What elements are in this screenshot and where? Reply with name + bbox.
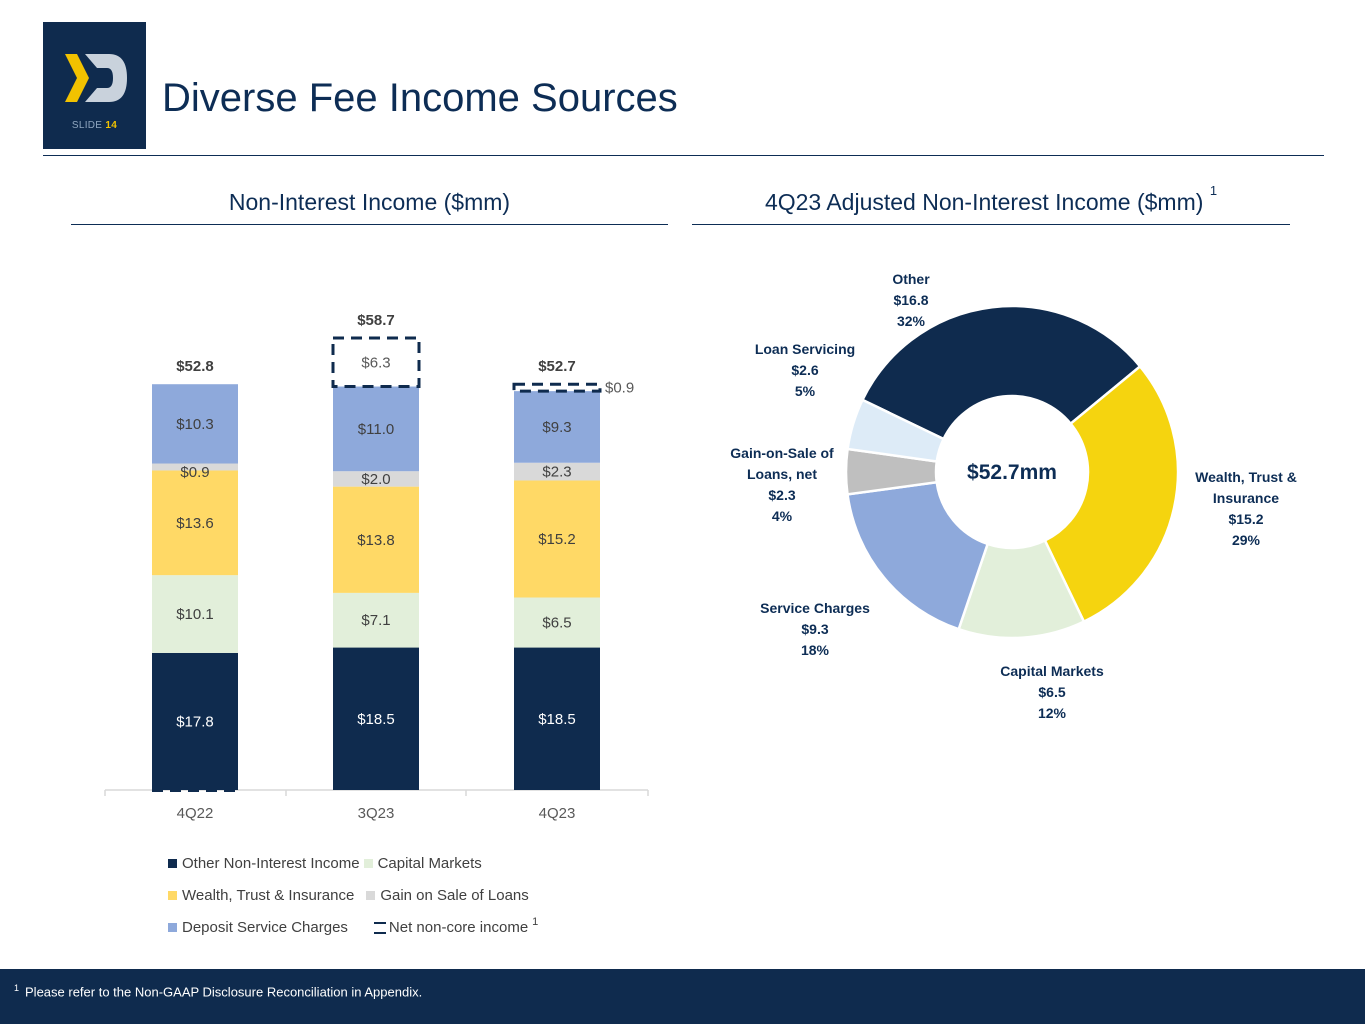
bar-label-wealth-trust-insurance-4q23: $15.2: [538, 531, 576, 548]
bar-segment-wealth-trust-insurance-3q23: [333, 486, 419, 593]
donut-slice-wealth-trust-insurance: [1043, 364, 1180, 624]
legend-row-1: Other Non-Interest Income Capital Market…: [168, 855, 482, 872]
bar-segment-other-non-interest-income-4q22: [152, 652, 238, 790]
legend-swatch-gain-on-sale: [366, 891, 376, 900]
bar-segment-wealth-trust-insurance-4q22: [152, 470, 238, 576]
title-divider: [43, 155, 1324, 156]
bar-segment-net-non-core-income-4q23: [512, 382, 602, 393]
x-tick-label-4q22: 4Q22: [177, 805, 214, 822]
x-tick-label-4q23: 4Q23: [539, 805, 576, 822]
right-section-divider: [692, 224, 1290, 225]
legend-swatch-capital-markets: [363, 859, 373, 868]
donut-label-other: Other $16.8 32%: [892, 271, 930, 329]
bar-label-deposit-service-charges-3q23: $11.0: [358, 421, 394, 438]
donut-slice-service-charges: [846, 480, 990, 631]
legend-label-deposit: Deposit Service Charges: [182, 919, 348, 936]
page-title: Diverse Fee Income Sources: [162, 76, 678, 120]
donut-chart: Other $16.8 32% Wealth, Trust & Insurance $15…: [730, 271, 1297, 721]
stacked-bar-chart: $17.8 $10.1 $13.6 $0.9 $10.3 $52.8 4Q22 $18.5 $7…: [104, 312, 649, 822]
bar-label-deposit-service-charges-4q22: $10.3: [176, 416, 214, 433]
bar-label-other-non-interest-income-3q23: $18.5: [357, 711, 395, 728]
bar-total-3q23: $58.7: [357, 312, 395, 329]
legend-label-net-non-core: Net non-core income: [388, 919, 529, 936]
bar-total-4q22: $52.8: [176, 358, 214, 375]
donut-slice-other: [860, 304, 1142, 441]
legend-swatch-net-non-core: [373, 921, 386, 934]
donut-label-gain-on-sale-of-loans-net: Gain-on-Sale of Loans, net $2.3 4%: [730, 445, 834, 524]
left-section-title: Non-Interest Income ($mm): [228, 189, 511, 215]
legend-swatch-deposit: [168, 923, 177, 932]
bar-label-deposit-service-charges-4q23: $9.3: [542, 419, 571, 436]
logo-chevron-icon: [65, 54, 127, 102]
bar-label-wealth-trust-insurance-4q22: $13.6: [176, 515, 214, 532]
legend-row-2: Wealth, Trust & Insurance Gain on Sale o…: [168, 887, 529, 904]
bar-label-other-non-interest-income-4q22: $17.8: [176, 713, 214, 730]
legend-label-gain-on-sale: Gain on Sale of Loans: [380, 887, 529, 904]
bar-label-gain-on-sale-of-loans-4q22: $0.9: [180, 464, 209, 481]
bar-label-net-non-core-income-3q23: $6.3: [361, 354, 390, 371]
donut-label-loan-servicing: Loan Servicing $2.6 5%: [755, 341, 855, 399]
legend-label-other: Other Non-Interest Income: [182, 855, 360, 872]
legend-label-capital-markets: Capital Markets: [377, 855, 482, 872]
bar-segment-deposit-service-charges-3q23: [333, 386, 419, 472]
legend-row-3: Deposit Service Charges Net non-core inc…: [168, 915, 539, 936]
bar-total-4q23: $52.7: [538, 358, 576, 375]
bar-segment-capital-markets-4q23: [514, 597, 600, 648]
legend-label-wealth: Wealth, Trust & Insurance: [182, 887, 355, 904]
bar-label-net-non-core-income-4q23: $0.9: [605, 380, 634, 397]
donut-label-wealth-trust-insurance: Wealth, Trust & Insurance $15.2 29%: [1195, 469, 1297, 548]
bar-segment-deposit-service-charges-4q22: [152, 384, 238, 464]
bar-label-other-non-interest-income-4q23: $18.5: [538, 711, 576, 728]
bar-label-gain-on-sale-of-loans-3q23: $2.0: [361, 471, 390, 488]
x-tick-label-3q23: 3Q23: [358, 805, 395, 822]
company-logo: SLIDE 14: [43, 22, 146, 149]
bar-label-capital-markets-4q22: $10.1: [176, 606, 214, 623]
bar-segment-gain-on-sale-of-loans-4q22: [152, 463, 238, 471]
bar-segment-gain-on-sale-of-loans-3q23: [333, 471, 419, 487]
slide-number: SLIDE 14: [71, 120, 118, 131]
right-section-title: 4Q23 Adjusted Non-Interest Income ($mm) …: [764, 183, 1218, 215]
bar-label-capital-markets-3q23: $7.1: [361, 612, 390, 629]
bar-segment-wealth-trust-insurance-4q23: [514, 480, 600, 598]
bar-segment-other-non-interest-income-3q23: [333, 647, 419, 790]
bar-segment-other-non-interest-income-4q23: [514, 647, 600, 790]
bar-segment-capital-markets-4q22: [152, 575, 238, 653]
donut-center-total: $52.7mm: [967, 461, 1057, 484]
footer-bar: 1 Please refer to the Non-GAAP Disclosure…: [0, 969, 1365, 1024]
bar-segment-deposit-service-charges-4q23: [514, 391, 600, 463]
bar-segment-net-non-core-income-3q23: [331, 336, 421, 389]
legend-footnote-mark: 1: [532, 915, 539, 928]
legend-swatch-wealth: [168, 891, 177, 900]
bar-label-capital-markets-4q23: $6.5: [542, 615, 571, 632]
footnote: 1 Please refer to the Non-GAAP Disclosure…: [14, 983, 423, 1000]
donut-label-service-charges: Service Charges $9.3 18%: [760, 600, 870, 658]
legend-swatch-other: [168, 859, 177, 868]
left-section-divider: [71, 224, 668, 225]
bar-segment-gain-on-sale-of-loans-4q23: [514, 462, 600, 481]
bar-label-gain-on-sale-of-loans-4q23: $2.3: [542, 464, 571, 481]
donut-slice-loan-servicing: [846, 398, 946, 463]
donut-label-capital-markets: Capital Markets $6.5 12%: [1000, 663, 1104, 721]
bar-label-wealth-trust-insurance-3q23: $13.8: [357, 532, 395, 549]
bar-segment-capital-markets-3q23: [333, 592, 419, 648]
